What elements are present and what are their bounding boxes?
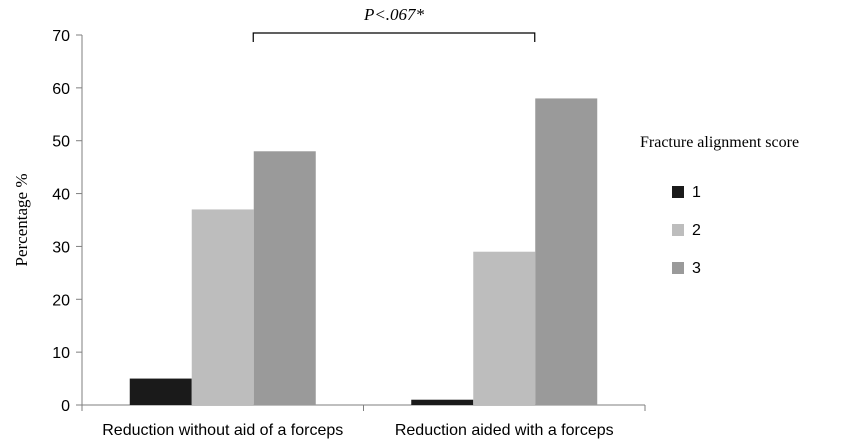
legend-label-3: 3 [692,260,701,277]
legend-title: Fracture alignment score [640,134,799,151]
bracket-line [252,32,536,42]
legend: Fracture alignment score 1 2 3 [640,134,799,277]
y-tick-label: 70 [52,28,70,45]
x-tick-label: Reduction without aid of a forceps [102,422,343,439]
x-tick-label: Reduction aided with a forceps [395,422,614,439]
x-axis: Reduction without aid of a forceps Reduct… [81,404,646,439]
y-axis: 0 10 20 30 40 50 60 70 [52,28,83,415]
legend-swatch-2 [672,224,684,236]
bar-series-1 [129,378,192,405]
y-tick-label: 40 [52,187,70,204]
y-axis-label: Percentage % [12,174,31,267]
legend-swatch-1 [672,186,684,198]
legend-swatch-3 [672,262,684,274]
legend-label-1: 1 [692,184,701,201]
y-tick-label: 0 [61,398,70,415]
y-tick-label: 50 [52,134,70,151]
bar-series-2 [191,209,254,405]
y-tick-label: 30 [52,239,70,256]
significance-annotation: P<.067* [363,5,425,24]
bars [129,98,598,405]
bar-series-3 [535,98,598,405]
bar-series-1 [411,399,474,405]
y-tick-label: 20 [52,292,70,309]
y-tick-label: 60 [52,81,70,98]
y-tick-label: 10 [52,345,70,362]
bar-series-3 [253,151,316,405]
significance-bracket [252,32,536,42]
bar-series-2 [473,251,536,405]
legend-label-2: 2 [692,222,701,239]
